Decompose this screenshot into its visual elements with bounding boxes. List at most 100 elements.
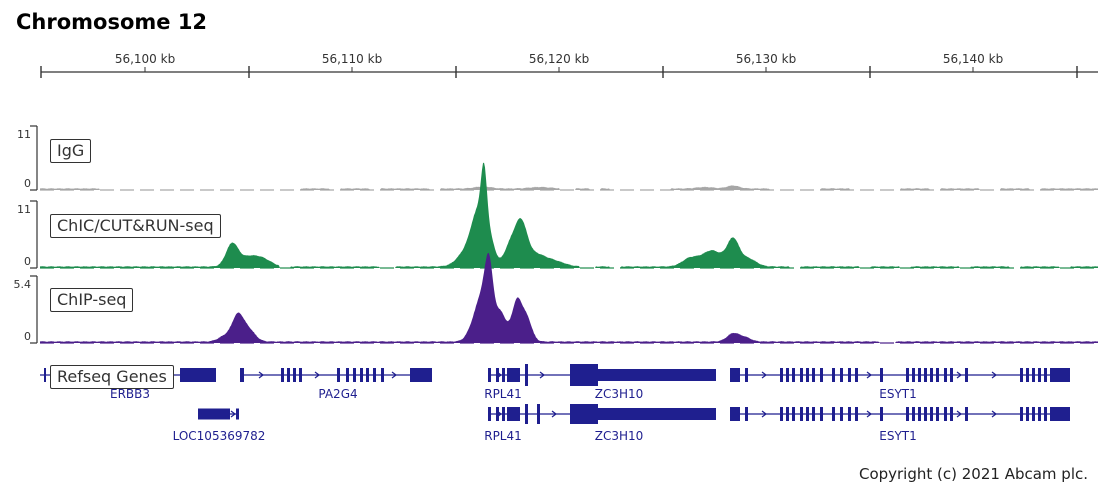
gene-exon	[1026, 368, 1029, 382]
chromosome-title: Chromosome 12	[16, 10, 208, 34]
gene-exon	[488, 407, 491, 421]
gene-exon	[502, 407, 505, 421]
gene-exon	[880, 368, 883, 382]
gene-exon	[832, 407, 835, 421]
gene-strand-arrow	[761, 371, 767, 379]
gene-exon	[906, 368, 909, 382]
gene-exon	[598, 408, 716, 420]
gene-exon	[880, 407, 883, 421]
gene-strand-arrow	[539, 371, 545, 379]
gene-strand-arrow	[866, 410, 872, 418]
gene-exon	[800, 368, 803, 382]
gene-exon	[786, 368, 789, 382]
gene-exon	[287, 368, 290, 382]
gene-exon	[337, 368, 340, 382]
gene-exon	[820, 368, 823, 382]
track-ymin-label: 0	[24, 255, 31, 268]
gene-exon	[299, 368, 302, 382]
gene-exon	[488, 368, 491, 382]
gene-exon	[1050, 368, 1070, 382]
gene-exon	[812, 368, 815, 382]
gene-exon	[918, 368, 921, 382]
gene-exon	[598, 369, 716, 381]
track-ymax-label: 11	[17, 128, 31, 141]
gene-exon	[906, 407, 909, 421]
gene-name-label: ZC3H10	[595, 387, 644, 401]
gene-exon	[950, 368, 953, 382]
gene-exon	[502, 368, 505, 382]
gene-exon	[930, 407, 933, 421]
gene-exon	[924, 407, 927, 421]
gene-strand-arrow	[314, 371, 320, 379]
gene-exon	[950, 407, 953, 421]
gene-exon	[525, 404, 528, 424]
gene-exon	[353, 368, 356, 382]
track-label-refseq-genes: Refseq Genes	[50, 365, 174, 389]
gene-exon	[240, 368, 244, 382]
gene-exon	[944, 407, 947, 421]
gene-exon	[745, 368, 748, 382]
gene-exon	[293, 368, 296, 382]
track-ymax-label: 11	[17, 203, 31, 216]
gene-exon	[1020, 407, 1023, 421]
gene-exon	[965, 368, 968, 382]
signal-tracks: 11 0 11 0 5.4 0	[14, 125, 1098, 344]
gene-exon	[780, 407, 783, 421]
ruler-tick-label: 56,100 kb	[115, 52, 175, 66]
gene-exon	[936, 368, 939, 382]
gene-strand-arrow	[258, 371, 264, 379]
gene-name-label: LOC105369782	[173, 429, 266, 443]
gene-strand-arrow	[496, 410, 502, 418]
gene-exon	[730, 368, 740, 382]
ruler-tick-label: 56,130 kb	[736, 52, 796, 66]
track-label-igg: IgG	[50, 139, 92, 163]
gene-exon	[936, 407, 939, 421]
ruler-tick-label: 56,140 kb	[943, 52, 1003, 66]
gene-exon	[366, 368, 369, 382]
gene-strand-arrow	[496, 371, 502, 379]
gene-exon	[1038, 407, 1041, 421]
gene-exon	[1038, 368, 1041, 382]
ruler-tick-label: 56,110 kb	[322, 52, 382, 66]
gene-exon	[944, 368, 947, 382]
gene-exon	[800, 407, 803, 421]
gene-strand-arrow	[551, 410, 557, 418]
gene-exon	[525, 364, 528, 386]
gene-exon	[855, 368, 858, 382]
gene-exon	[855, 407, 858, 421]
gene-exon	[745, 407, 748, 421]
gene-exon	[840, 368, 843, 382]
gene-strand-arrow	[391, 371, 397, 379]
gene-exon	[792, 368, 795, 382]
gene-exon	[180, 368, 216, 382]
gene-exon	[410, 368, 432, 382]
gene-exon	[820, 407, 823, 421]
gene-exon	[806, 407, 809, 421]
gene-exon	[848, 368, 851, 382]
gene-exon	[373, 368, 376, 382]
gene-exon	[832, 368, 835, 382]
gene-exon	[507, 368, 520, 382]
gene-exon	[918, 407, 921, 421]
gene-exon	[812, 407, 815, 421]
gene-name-label: RPL41	[484, 387, 522, 401]
gene-strand-arrow	[956, 371, 962, 379]
gene-exon	[236, 408, 239, 420]
gene-exon	[780, 368, 783, 382]
track-signal	[40, 185, 1098, 190]
gene-exon	[840, 407, 843, 421]
gene-strand-arrow	[761, 410, 767, 418]
gene-strand-arrow	[866, 371, 872, 379]
gene-strand-arrow	[991, 410, 997, 418]
gene-name-label: RPL41	[484, 429, 522, 443]
gene-exon	[848, 407, 851, 421]
gene-exon	[537, 404, 540, 424]
gene-exon	[496, 368, 499, 382]
gene-exon	[1032, 407, 1035, 421]
gene-exon	[912, 368, 915, 382]
gene-name-label: ZC3H10	[595, 429, 644, 443]
gene-exon	[786, 407, 789, 421]
gene-name-label: ESYT1	[879, 429, 917, 443]
gene-strand-arrow	[230, 410, 236, 418]
